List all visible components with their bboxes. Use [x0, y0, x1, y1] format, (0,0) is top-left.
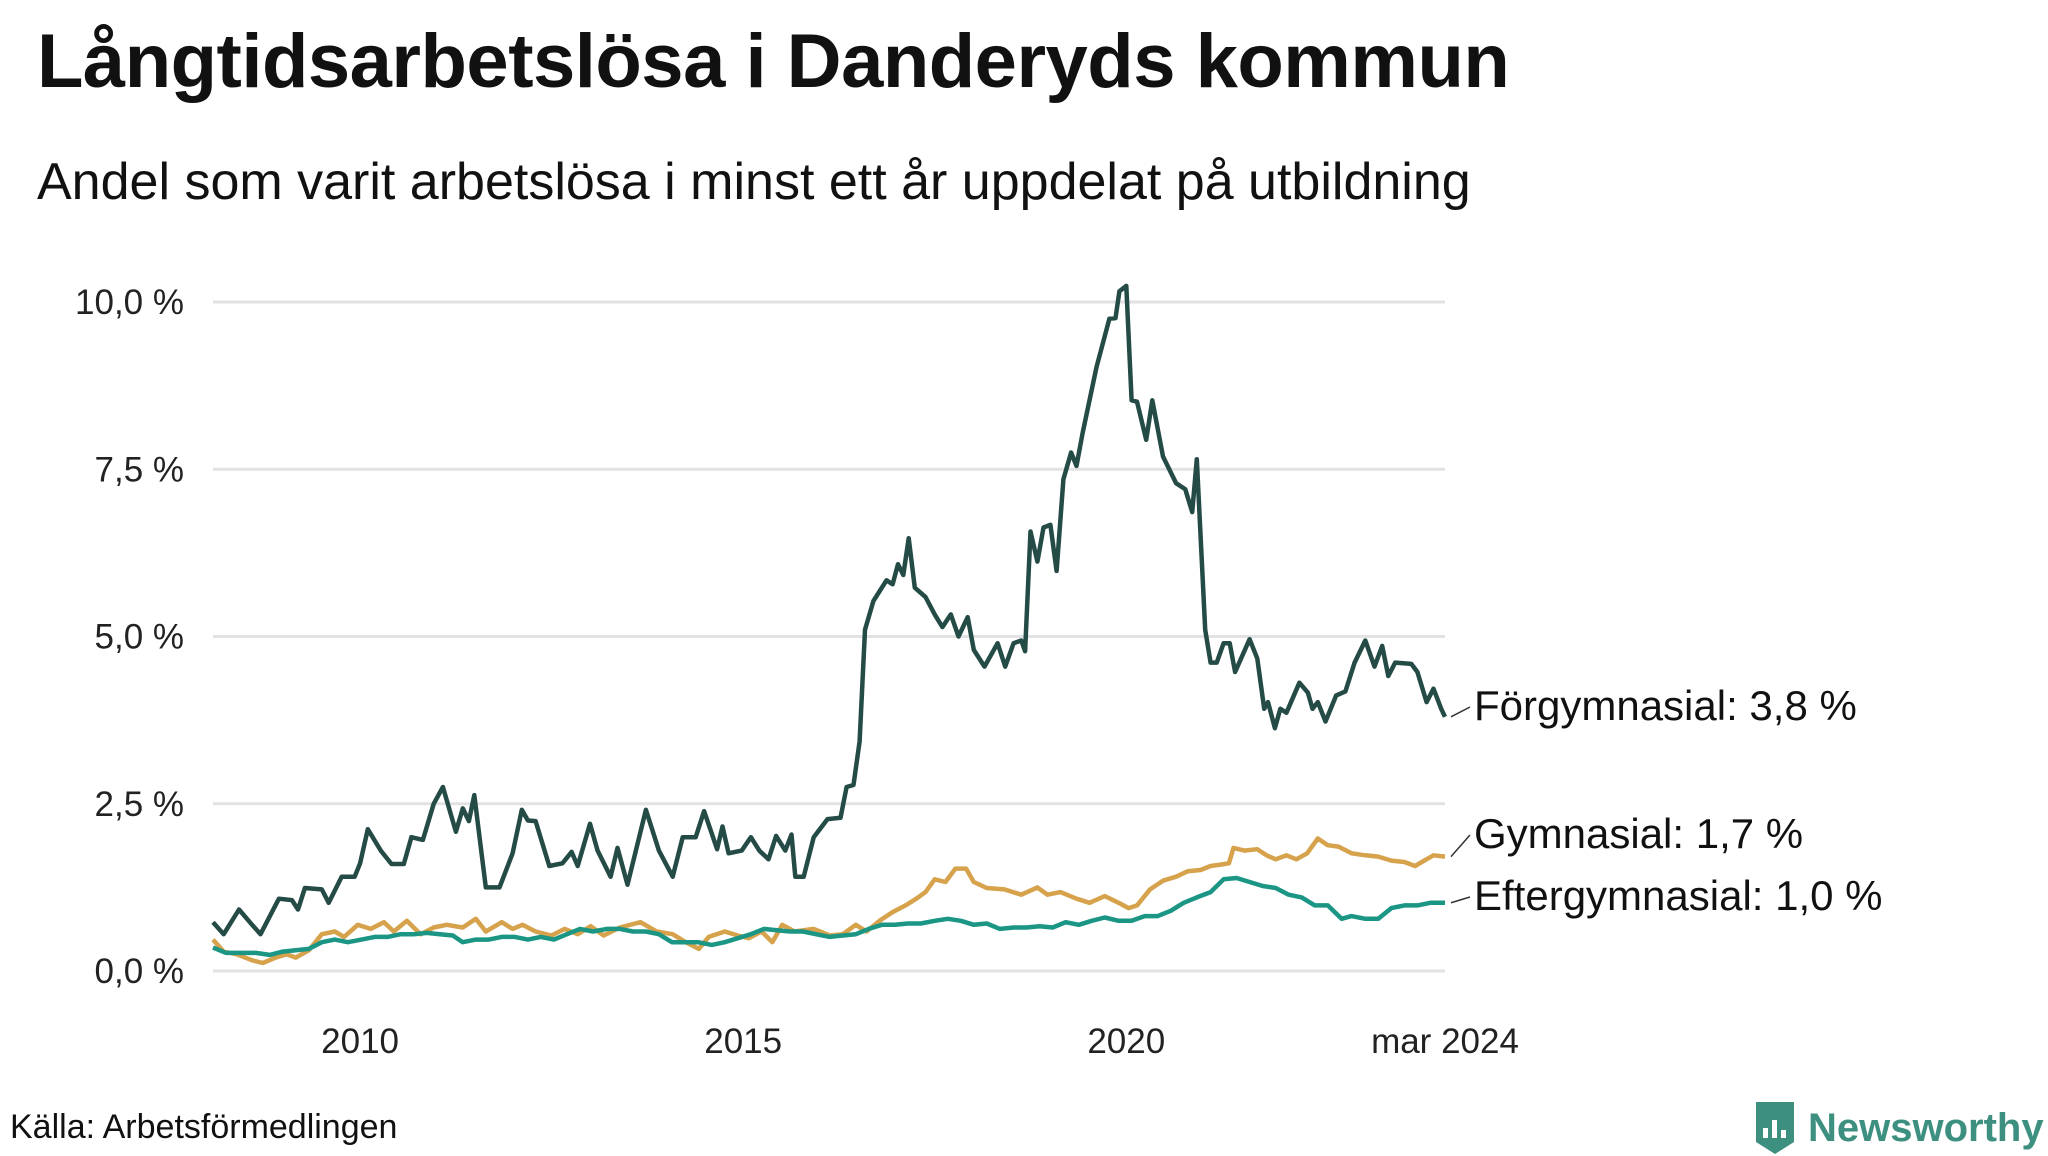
- series-line-gymnasial: [211, 836, 1446, 966]
- label-connector: [1450, 834, 1471, 858]
- y-tick-label: 10,0 %: [75, 283, 184, 322]
- newsworthy-logo-icon: [1756, 1102, 1794, 1154]
- x-tick-label: 2020: [1087, 1022, 1165, 1061]
- series-labels: Förgymnasial: 3,8 % Gymnasial: 1,7 % Efter…: [1450, 682, 1883, 919]
- y-tick-label: 0,0 %: [95, 952, 185, 991]
- series-line-eftergymnasial: [212, 875, 1445, 958]
- chart-subtitle: Andel som varit arbetslösa i minst ett å…: [37, 153, 1471, 211]
- logo-text: Newsworthy: [1808, 1105, 2044, 1150]
- series-label-gymnasial: Gymnasial: 1,7 %: [1474, 810, 1803, 857]
- series-label-eftergymnasial: Eftergymnasial: 1,0 %: [1474, 872, 1883, 919]
- label-connector: [1450, 706, 1471, 718]
- y-tick-label: 2,5 %: [95, 785, 185, 824]
- x-tick-label: mar 2024: [1371, 1022, 1519, 1061]
- source-note: Källa: Arbetsförmedlingen: [10, 1108, 398, 1146]
- chart-title: Långtidsarbetslösa i Danderyds kommun: [37, 19, 1510, 104]
- label-connector: [1450, 896, 1471, 904]
- y-tick-label: 5,0 %: [95, 618, 185, 657]
- gridlines: [213, 300, 1445, 973]
- y-tick-label: 7,5 %: [95, 450, 185, 489]
- x-tick-label: 2015: [704, 1022, 782, 1061]
- x-tick-label: 2010: [321, 1022, 399, 1061]
- series-line-förgymnasial: [211, 283, 1448, 937]
- series-label-förgymnasial: Förgymnasial: 3,8 %: [1474, 682, 1857, 729]
- series-lines: [211, 283, 1448, 966]
- x-axis-ticks: 2010 2015 2020 mar 2024: [321, 1022, 1519, 1061]
- y-axis-ticks: 0,0 % 2,5 % 5,0 % 7,5 % 10,0 %: [75, 283, 184, 991]
- newsworthy-logo: Newsworthy: [1752, 1100, 2044, 1156]
